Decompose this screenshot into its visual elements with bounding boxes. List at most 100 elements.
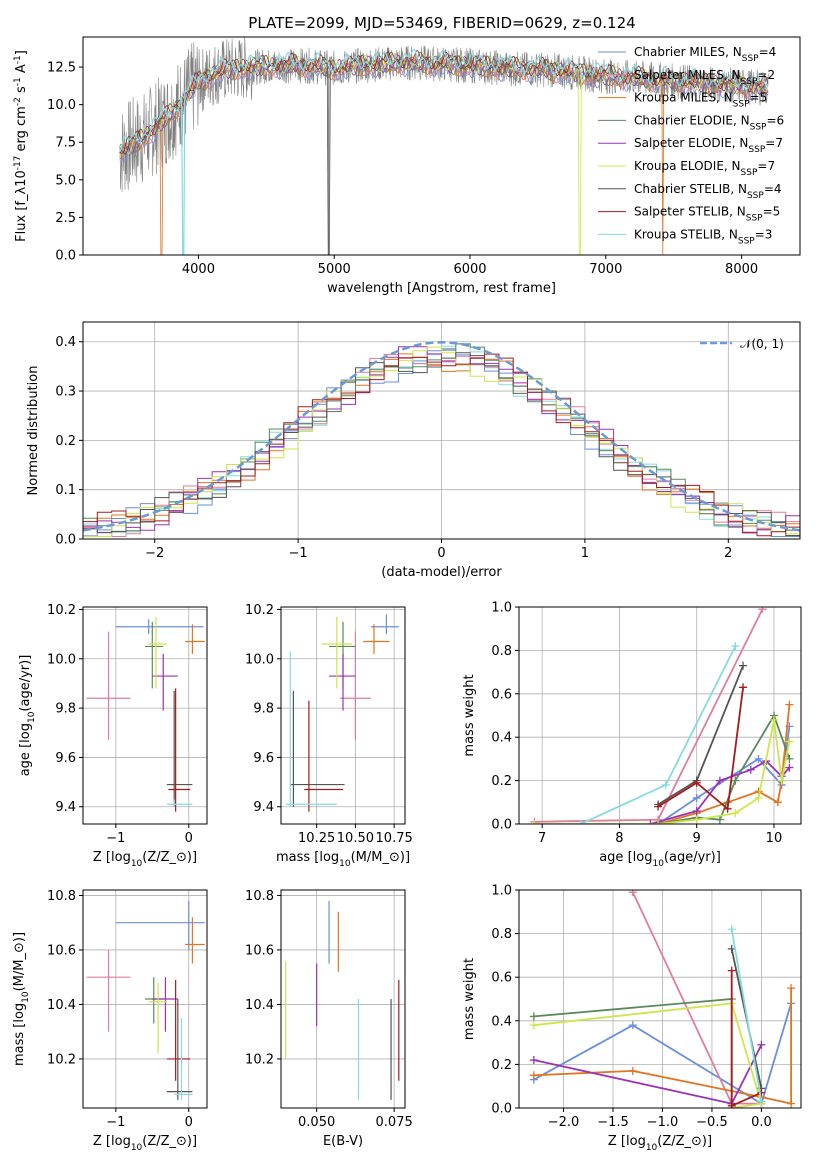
y-tick-label: 10.6 — [47, 943, 76, 958]
mass-weight-marker — [576, 820, 585, 824]
mass-weight-marker — [692, 793, 701, 802]
y-tick-label: 10.8 — [47, 889, 76, 904]
mass-weight-marker — [769, 715, 778, 724]
x-tick-label: 10.50 — [337, 831, 374, 846]
y-tick-label: 0.4 — [491, 1014, 512, 1029]
x-tick-label: −1 — [106, 831, 125, 846]
mass-weight-marker — [715, 815, 724, 824]
spectrum-model-line — [119, 51, 769, 255]
gaussian-curve — [83, 340, 800, 532]
y-tick-label: 0.0 — [55, 533, 76, 548]
x-axis-label: E(B-V) — [323, 1134, 363, 1149]
spectrum-axes-plot-area — [119, 37, 769, 255]
mass-weight-marker — [758, 607, 767, 614]
y-tick-label: 5.0 — [55, 173, 76, 188]
y-tick-label: 10.0 — [47, 98, 76, 113]
y-tick-label: 10.2 — [245, 603, 274, 618]
axes-frame — [82, 321, 801, 540]
x-tick-label: −1 — [289, 546, 308, 561]
mass-weight-line — [730, 929, 763, 1102]
y-axis-label: Flux [f_λ10-17 erg cm-2 s-1 A-1] — [13, 50, 29, 242]
mass-weight-marker — [727, 966, 736, 975]
axes-frame — [82, 36, 801, 256]
mass-weight-marker — [739, 683, 748, 692]
legend-label: Salpeter MILES, NSSP=2 — [634, 68, 775, 87]
mass-weight-marker — [723, 804, 732, 813]
y-tick-label: 2.5 — [55, 211, 76, 226]
y-tick-label: 10.0 — [47, 652, 76, 667]
y-tick-label: 10.6 — [245, 943, 274, 958]
y-axis-label: mass weight — [462, 674, 477, 756]
x-tick-label: 1 — [581, 546, 589, 561]
y-tick-label: 10.2 — [245, 1052, 274, 1067]
x-tick-label: −1.0 — [647, 1115, 679, 1130]
y-tick-label: 0.0 — [55, 249, 76, 264]
y-tick-label: 1.0 — [491, 601, 512, 616]
mass-weight-marker — [727, 925, 736, 934]
x-tick-label: −1.5 — [597, 1115, 629, 1130]
mass-weight-line — [580, 645, 737, 824]
mass-weight-marker — [777, 776, 786, 785]
mass-weight-marker — [754, 754, 763, 763]
x-tick-label: 8 — [615, 831, 623, 846]
x-tick-label: 5000 — [318, 262, 351, 277]
y-tick-label: 10.8 — [245, 889, 274, 904]
y-tick-label: 10.2 — [47, 603, 76, 618]
mass-weight-marker — [727, 1101, 736, 1108]
mass-weight-marker — [757, 1097, 766, 1106]
x-tick-label: −0.5 — [696, 1115, 728, 1130]
y-tick-label: 0.4 — [491, 731, 512, 746]
mass-weight-marker — [739, 661, 748, 670]
mass-weight-marker — [757, 1088, 766, 1097]
axes-frame — [518, 606, 802, 825]
y-axis-label: mass [log10(M/M_⊙)] — [12, 932, 31, 1066]
mass-vs-ebv-axes: 0.050 0.075 10.2 10.4 10.6 10.8 E(B-V) — [245, 889, 413, 1149]
mass-weight-marker — [715, 776, 724, 785]
mass-weight-marker — [529, 1012, 538, 1021]
mass-weight-marker — [785, 700, 794, 709]
y-tick-label: 0.0 — [491, 818, 512, 833]
x-axis-label: age [log10(age/yr)] — [599, 850, 721, 869]
mass-weight-marker — [731, 809, 740, 818]
mass-weight-marker — [757, 1040, 766, 1049]
mass-weight-marker — [628, 1021, 637, 1030]
x-tick-label: 0.075 — [376, 1115, 413, 1130]
axes-frame — [280, 889, 406, 1109]
y-tick-label: 0.6 — [491, 687, 512, 702]
x-tick-label: 0 — [185, 1115, 193, 1130]
mass-weight-marker — [785, 737, 794, 746]
mass-weight-marker — [692, 815, 701, 824]
y-tick-label: 0.4 — [55, 335, 76, 350]
x-tick-label: 0 — [437, 546, 445, 561]
y-tick-label: 9.4 — [253, 800, 274, 815]
mass-weight-marker — [628, 1066, 637, 1075]
mass-weight-marker — [731, 776, 740, 785]
y-tick-label: 0.2 — [55, 434, 76, 449]
y-tick-label: 0.2 — [491, 1058, 512, 1073]
mass-weight-marker — [661, 780, 670, 789]
mass-weight-line — [533, 1003, 792, 1105]
mass-weight-line — [533, 1002, 763, 1108]
mass-weight-marker — [628, 890, 637, 897]
mass-weight-marker — [529, 1071, 538, 1080]
mass-weight-marker — [731, 642, 740, 651]
chart-panels: 4000 5000 6000 7000 80000.02.55.07.510.012.5… — [12, 36, 802, 1153]
y-tick-label: 10.4 — [47, 998, 76, 1013]
mass-weight-line — [534, 719, 791, 824]
weight-vs-z-axes: −2.0 −1.5 −1.0 −0.5 0.0 0.0 0.2 0.4 0.6 0.8 1.0 Z [… — [462, 884, 802, 1153]
mass-vs-ebv-axes-plot-area — [281, 890, 405, 1108]
x-axis-label: (data-model)/error — [381, 565, 502, 580]
legend-label: Kroupa STELIB, NSSP=3 — [634, 227, 772, 246]
x-axis-label: Z [log10(Z/Z_⊙)] — [93, 1134, 197, 1153]
spectrum-axes: 4000 5000 6000 7000 8000 0.0 2.5 5.0 7.5 10.0 12.5… — [13, 36, 801, 296]
age-vs-z-axes: −1 0 9.4 9.6 9.8 10.0 10.2 Z [log10(Z/Z_⊙)] age … — [18, 603, 208, 869]
y-axis-label: mass weight — [462, 958, 477, 1040]
y-tick-label: 10.0 — [245, 652, 274, 667]
y-tick-label: 0.2 — [491, 774, 512, 789]
x-axis-label: Z [log10(Z/Z_⊙)] — [608, 1134, 712, 1153]
x-tick-label: 6000 — [453, 262, 486, 277]
x-tick-label: −2 — [145, 546, 164, 561]
y-tick-label: 10.2 — [47, 1052, 76, 1067]
y-tick-label: 9.4 — [55, 800, 76, 815]
